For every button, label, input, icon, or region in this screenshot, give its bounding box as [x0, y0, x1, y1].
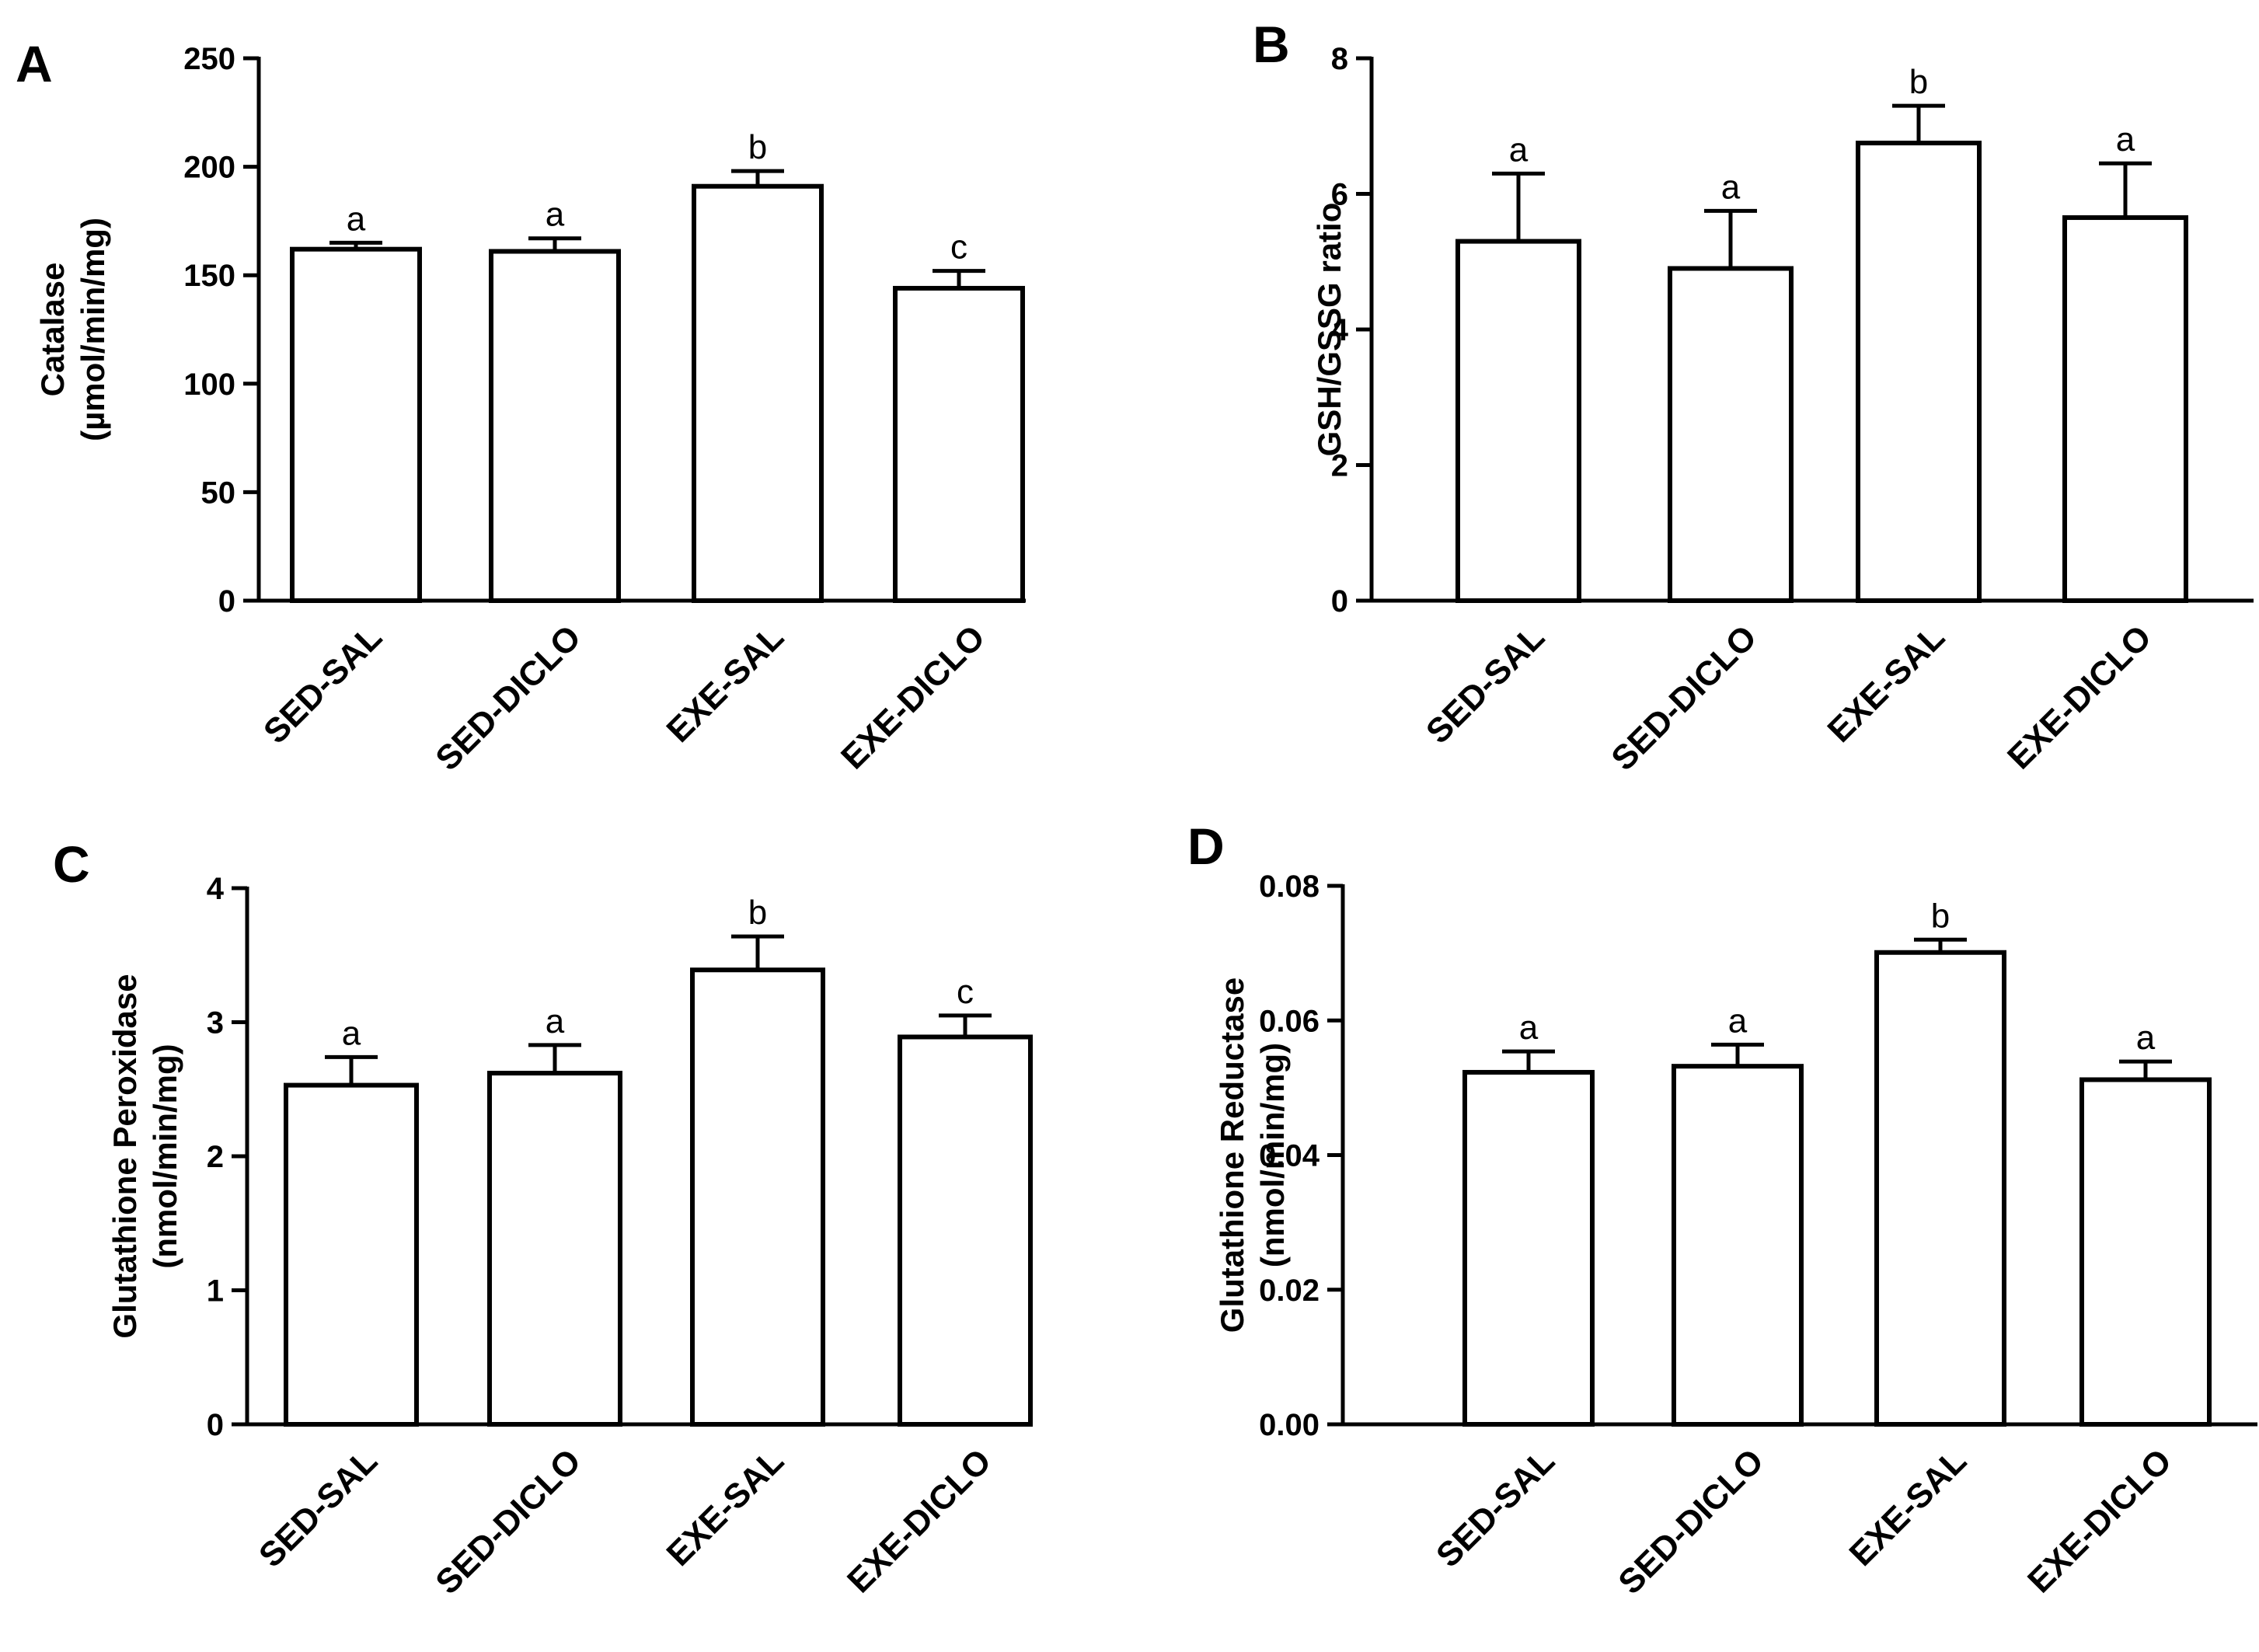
- y-tick-label: 200: [183, 151, 235, 185]
- y-tick-label: 100: [183, 368, 235, 402]
- bar: [2062, 215, 2188, 603]
- x-tick-label: SED-DICLO: [1604, 618, 1764, 778]
- y-axis-label-line: GSH/GSSG ratio: [1311, 203, 1347, 457]
- bar: [1874, 950, 2006, 1427]
- y-axis-label: Glutathione Peroxidase (nmol/min/mg): [106, 974, 183, 1338]
- y-tick-label: 150: [183, 259, 235, 293]
- y-axis-label-line: (nmol/min/mg): [147, 1044, 183, 1268]
- y-axis-label-line: (µmol/min/mg): [75, 218, 111, 441]
- significance-letter: a: [546, 196, 565, 234]
- significance-letter: a: [1721, 168, 1741, 206]
- significance-letter: a: [1728, 1002, 1748, 1040]
- y-tick-label: 0.04: [1259, 1139, 1320, 1173]
- panel-d: D 0.00 0.02 0.04 0.06 0.08 Glutathione Reducta…: [1187, 817, 2257, 1601]
- y-axis-label-line: Glutathione Reductase: [1214, 978, 1250, 1333]
- significance-letter: b: [748, 894, 767, 932]
- x-tick-label: EXE-SAL: [1821, 618, 1952, 749]
- bar: [2079, 1077, 2212, 1427]
- x-tick-label: SED-SAL: [1419, 618, 1552, 751]
- y-tick-label: 8: [1331, 42, 1348, 76]
- significance-letter: c: [957, 973, 974, 1011]
- bar: [692, 183, 824, 603]
- y-tick-label: 0.08: [1259, 870, 1319, 904]
- significance-letter: a: [347, 200, 366, 238]
- bar: [1668, 266, 1794, 603]
- bar: [1856, 141, 1982, 603]
- bar: [898, 1034, 1033, 1427]
- y-axis-label: Glutathione Reductase (nmol/min/mg): [1214, 978, 1291, 1333]
- y-axis-label-line: Glutathione Peroxidase: [106, 974, 143, 1338]
- x-tick-label: EXE-SAL: [660, 1441, 791, 1573]
- y-tick-label: 2: [1331, 449, 1348, 483]
- panel-letter: B: [1253, 16, 1290, 73]
- bar: [489, 249, 621, 603]
- y-tick-label: 4: [207, 872, 225, 906]
- y-tick-label: 250: [183, 42, 235, 76]
- y-tick-label: 3: [207, 1006, 224, 1040]
- significance-letter: a: [546, 1002, 565, 1040]
- x-tick-label: SED-DICLO: [428, 1441, 588, 1601]
- x-tick-label: EXE-SAL: [660, 618, 791, 749]
- bar: [893, 285, 1025, 603]
- y-tick-label: 50: [201, 476, 236, 510]
- panel-c: C 0 1 2 3 4 Glutathione Peroxidase (nmol/min/mg…: [53, 835, 1033, 1601]
- y-axis-label-line: Catalase: [34, 263, 71, 397]
- y-tick-label: 1: [207, 1274, 224, 1309]
- significance-letter: a: [2136, 1019, 2156, 1057]
- bar: [1462, 1069, 1595, 1427]
- panel-letter: D: [1187, 817, 1225, 875]
- x-tick-label: SED-DICLO: [428, 618, 588, 778]
- panel-letter: A: [16, 35, 53, 92]
- y-tick-label: 0: [1331, 584, 1348, 619]
- significance-letter: b: [1931, 897, 1950, 935]
- significance-letter: a: [1509, 131, 1529, 169]
- x-tick-label: EXE-DICLO: [2000, 618, 2159, 776]
- y-tick-label: 2: [207, 1140, 224, 1174]
- panel-a: A 0 50 100 150 200 250 Catalase (µmol/min/mg) a SE…: [16, 35, 1026, 778]
- x-tick-label: EXE-SAL: [1842, 1441, 1974, 1573]
- x-tick-label: SED-SAL: [256, 618, 389, 751]
- y-axis-label-line: (nmol/min/mg): [1254, 1043, 1291, 1267]
- panel-b: B 0 2 4 6 8 GSH/GSSG ratio a SED-SAL a SED-DICLO b E…: [1253, 16, 2254, 778]
- significance-letter: a: [342, 1014, 361, 1052]
- x-tick-label: EXE-DICLO: [2020, 1441, 2179, 1600]
- y-tick-label: 0.02: [1259, 1274, 1319, 1308]
- y-tick-label: 6: [1331, 178, 1348, 212]
- bar: [487, 1071, 622, 1427]
- x-tick-label: SED-SAL: [1429, 1441, 1562, 1574]
- panel-letter: C: [53, 835, 90, 893]
- bar: [1672, 1064, 1804, 1427]
- y-tick-label: 0: [218, 584, 235, 619]
- significance-letter: b: [748, 128, 767, 166]
- x-tick-label: SED-DICLO: [1611, 1441, 1771, 1601]
- x-tick-label: SED-SAL: [252, 1441, 385, 1574]
- bar: [284, 1082, 419, 1427]
- bar: [1455, 239, 1581, 603]
- y-tick-label: 0.00: [1259, 1408, 1319, 1442]
- significance-letter: a: [2116, 120, 2135, 159]
- y-tick-label: 0.06: [1259, 1004, 1319, 1038]
- bar: [690, 967, 825, 1427]
- x-tick-label: EXE-DICLO: [834, 618, 992, 776]
- y-axis-label: Catalase (µmol/min/mg): [34, 218, 111, 441]
- x-tick-label: EXE-DICLO: [840, 1441, 999, 1600]
- y-tick-label: 4: [1331, 313, 1349, 347]
- y-tick-label: 0: [207, 1408, 224, 1442]
- significance-letter: c: [950, 228, 967, 267]
- bar: [290, 246, 422, 603]
- significance-letter: a: [1519, 1009, 1539, 1047]
- significance-letter: b: [1909, 63, 1928, 101]
- y-axis-label: GSH/GSSG ratio: [1311, 203, 1347, 457]
